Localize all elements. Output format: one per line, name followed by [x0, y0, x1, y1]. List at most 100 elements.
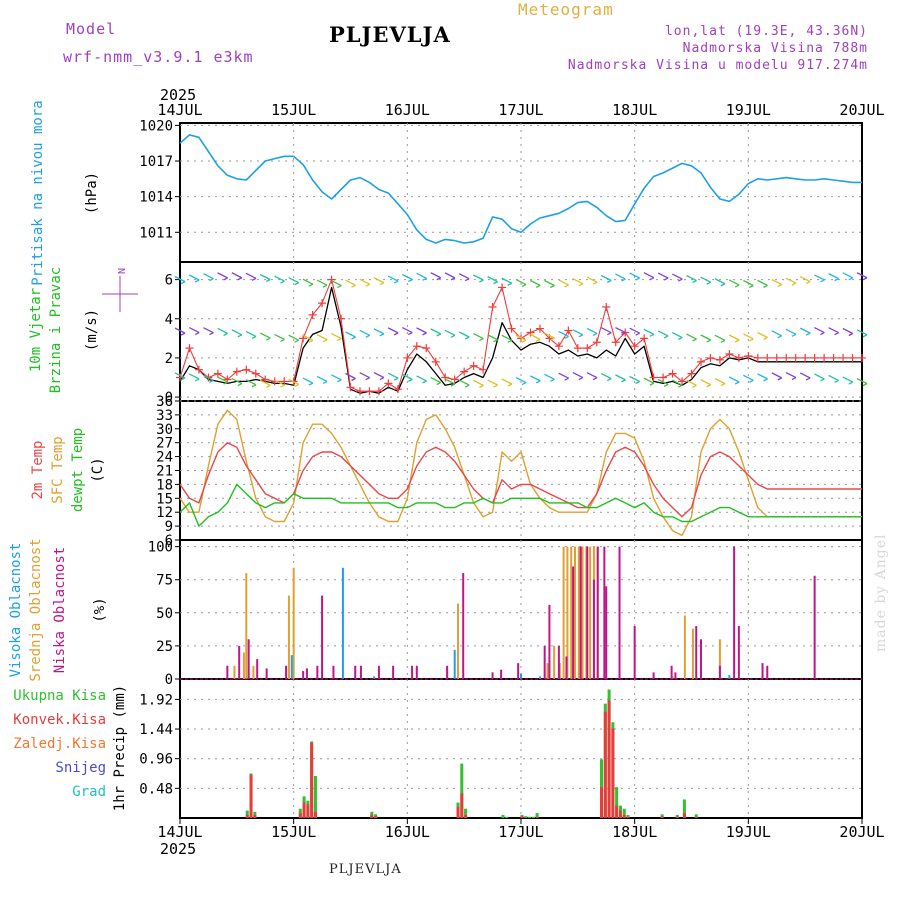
wind-direction-arrow	[288, 334, 299, 343]
cloud-low-bar	[491, 672, 494, 679]
wind-gust-marker	[848, 353, 857, 362]
cloud-mid-bar	[683, 615, 686, 679]
wind-direction-arrow	[316, 334, 328, 343]
model-altitude-text: Nadmorska Visina u modelu 917.274m	[567, 58, 868, 73]
cloud-low-bar	[737, 626, 740, 679]
altitude-text: Nadmorska Visina 788m	[682, 41, 868, 56]
bottom-day-label: 18JUL	[612, 823, 657, 841]
y-tick-label: 0.48	[139, 781, 173, 797]
cloud-mid-bar	[242, 652, 245, 679]
wind-direction-arrow	[728, 376, 740, 385]
wind-gust-marker	[431, 357, 440, 366]
pressure-axis-label: Pritisak na nivou mora	[30, 100, 46, 285]
wind-direction-arrow	[672, 379, 683, 388]
cloud-high-bar	[341, 567, 344, 679]
cloud-high-bar	[453, 649, 456, 679]
cloud-mid-bar	[457, 603, 460, 679]
precip-total-bar	[313, 775, 317, 818]
wind-direction-arrow	[373, 372, 385, 381]
wind-gust-marker	[829, 353, 838, 362]
wind-gust-marker	[232, 367, 241, 376]
cloud-mid-bar	[577, 546, 580, 679]
wind-direction-arrow	[657, 378, 669, 388]
cloud-low-bar	[411, 665, 414, 679]
precip-convective-bar	[370, 814, 374, 818]
wind-direction-arrow	[402, 373, 413, 382]
legend-hail: Grad	[72, 784, 106, 800]
precip-convective-bar	[249, 774, 253, 818]
wind-direction-arrow	[458, 379, 470, 388]
cloud-low-bar	[548, 604, 551, 679]
cloud-low-bar	[618, 546, 621, 679]
pressure-line	[179, 134, 862, 244]
precip-convective-bar	[603, 711, 607, 818]
bottom-day-label: 15JUL	[271, 823, 316, 841]
y-tick-label: 1020	[139, 118, 173, 134]
cloud-low-bar	[446, 665, 449, 679]
wind-gust-marker	[441, 373, 450, 382]
wind-direction-arrow	[544, 373, 555, 382]
wind-direction-arrow	[529, 375, 541, 384]
wind-direction-arrow	[686, 274, 697, 284]
wind-gust-marker	[611, 338, 620, 347]
wind-direction-arrow	[188, 373, 200, 382]
wind-direction-arrow	[473, 332, 484, 342]
wind-direction-arrow	[203, 273, 214, 282]
y-tick-label: 50	[156, 606, 173, 622]
legend-total-rain: Ukupna Kisa	[13, 688, 106, 704]
cloud-low-bar	[321, 595, 324, 679]
wind-gust-marker	[554, 342, 563, 351]
y-tick-label: 6	[165, 533, 173, 549]
cloud-mid-label: Srednja Oblacnost	[28, 538, 44, 681]
wind-direction-arrow	[402, 273, 413, 283]
wind-direction-arrow	[331, 374, 342, 383]
wind-direction-arrow	[799, 276, 811, 285]
bottom-day-label: 17JUL	[498, 823, 543, 841]
precip-total-bar	[245, 810, 249, 818]
wind-direction-arrow	[316, 279, 328, 288]
wind-gust-marker	[318, 299, 327, 308]
wind-gust-marker	[365, 387, 374, 396]
wind-gust-marker	[450, 375, 459, 384]
precip-convective-bar	[615, 805, 619, 818]
pressure-unit-label: (hPa)	[84, 172, 100, 214]
wind-direction-arrow	[785, 371, 797, 381]
wind-direction-arrow	[828, 374, 839, 383]
wind-gust-marker	[346, 383, 355, 392]
wind-gust-marker	[678, 377, 687, 386]
precip-convective-bar	[302, 802, 306, 818]
wind-direction-arrow	[373, 328, 385, 337]
wind-direction-arrow	[174, 327, 186, 336]
product-title: Meteogram	[518, 0, 614, 19]
bottom-day-label: 19JUL	[726, 823, 771, 841]
year-label-bottom: 2025	[160, 840, 196, 858]
wind-direction-arrow	[359, 278, 370, 287]
cloud-low-bar	[415, 665, 418, 679]
wind-direction-arrow	[501, 277, 513, 286]
y-tick-label: 12	[156, 505, 173, 521]
wind-axis-label: 10m Vjetar	[28, 288, 44, 372]
wind-gust-marker	[479, 365, 488, 374]
y-tick-label: 27	[156, 436, 173, 452]
cloud-low-bar	[247, 639, 250, 679]
wind-direction-arrow	[615, 326, 626, 336]
wind-gust-marker	[649, 373, 658, 382]
wind-gust-marker	[725, 350, 734, 359]
cloud-low-bar	[586, 546, 589, 679]
cloud-low-bar	[238, 645, 241, 679]
wind-gust-marker	[460, 367, 469, 376]
cloud-unit-label: (%)	[92, 597, 108, 622]
precip-total-bar	[460, 763, 464, 818]
wind-direction-arrow	[515, 376, 527, 386]
precip-convective-bar	[622, 814, 626, 818]
wind-gust-marker	[507, 324, 516, 333]
cloud-mid-bar	[233, 665, 236, 679]
top-day-label: 18JUL	[612, 101, 657, 119]
wind-direction-arrow	[245, 330, 257, 340]
precip-total-bar	[524, 816, 528, 818]
wind-direction-arrow	[217, 272, 228, 281]
wind-direction-arrow	[302, 377, 314, 386]
wind-gust-marker	[393, 385, 402, 394]
wind-direction-arrow	[600, 274, 612, 284]
